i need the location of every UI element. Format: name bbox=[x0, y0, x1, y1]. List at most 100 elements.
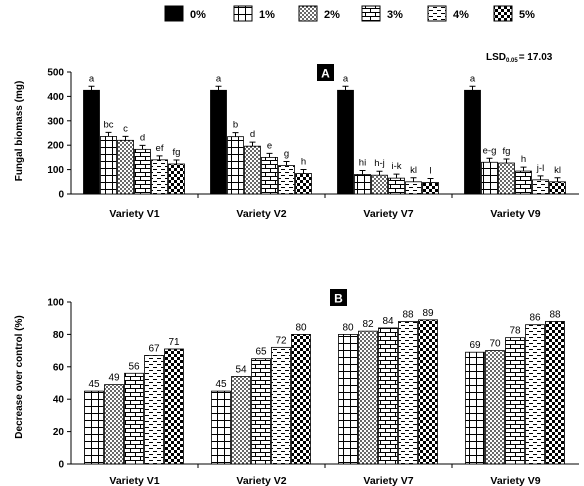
y-tick-label: 100 bbox=[47, 165, 64, 176]
panel-a-ylabel: Fungal biomass (mg) bbox=[14, 81, 25, 182]
data-label: kl bbox=[410, 165, 417, 176]
panel-b-letter: B bbox=[334, 292, 343, 306]
y-tick-label: 40 bbox=[53, 395, 65, 406]
bar-0pct-2 bbox=[210, 89, 227, 195]
bar-5pct-1 bbox=[168, 163, 185, 195]
data-label: j-l bbox=[536, 163, 544, 174]
category-label: Variety V9 bbox=[490, 208, 540, 220]
bar-4pct-3 bbox=[398, 321, 418, 465]
bar-1pct-2 bbox=[227, 136, 244, 195]
panel-b-ylabel: Decrease over control (%) bbox=[14, 315, 25, 438]
bar-2pct-4 bbox=[498, 162, 515, 195]
data-label: a bbox=[89, 73, 95, 84]
legend-swatch-2 bbox=[298, 5, 318, 22]
error-bar bbox=[173, 159, 180, 164]
bar-3pct-1 bbox=[134, 148, 151, 195]
error-bar bbox=[359, 169, 366, 175]
data-label: 71 bbox=[168, 337, 180, 348]
data-label: a bbox=[216, 73, 222, 84]
panel-a-letter: A bbox=[321, 67, 330, 81]
error-bar bbox=[232, 132, 239, 137]
bar-1pct-3 bbox=[338, 333, 358, 465]
bar-5pct-3 bbox=[418, 319, 438, 465]
bar-2pct-1 bbox=[104, 384, 124, 465]
bar-3pct-2 bbox=[251, 358, 271, 465]
bar-1pct-4 bbox=[481, 161, 498, 195]
bar-5pct-3 bbox=[422, 182, 439, 195]
data-label: 84 bbox=[382, 316, 394, 327]
error-bar bbox=[427, 178, 434, 183]
data-label: fg bbox=[503, 146, 511, 157]
data-label: 78 bbox=[509, 326, 521, 337]
data-label: fg bbox=[173, 147, 181, 158]
bar-2pct-2 bbox=[244, 145, 261, 195]
bar-3pct-3 bbox=[388, 177, 405, 195]
bar-0pct-1 bbox=[83, 89, 100, 195]
bar-3pct-3 bbox=[378, 327, 398, 465]
error-bar bbox=[283, 160, 290, 166]
legend-swatch-0 bbox=[164, 5, 184, 22]
y-tick-label: 500 bbox=[47, 68, 64, 79]
data-label: a bbox=[343, 73, 349, 84]
error-bar bbox=[342, 85, 349, 91]
data-label: h bbox=[301, 157, 306, 168]
data-label: 67 bbox=[148, 343, 160, 354]
error-bar bbox=[393, 173, 400, 179]
data-label: e bbox=[267, 140, 272, 151]
data-label: e-g bbox=[483, 145, 497, 156]
error-bar bbox=[410, 177, 417, 182]
bar-3pct-2 bbox=[261, 156, 278, 195]
legend-label-4: 4% bbox=[453, 9, 469, 21]
data-label: c bbox=[123, 123, 128, 134]
lsd-annotation: LSD0.05= 17.03 bbox=[486, 52, 553, 64]
legend-label-1: 1% bbox=[259, 9, 275, 21]
panel-b: B Decrease over control (%) 0 20 40 60 80 100… bbox=[14, 289, 579, 486]
y-tick-label: 100 bbox=[47, 298, 64, 309]
category-label: Variety V1 bbox=[109, 475, 159, 486]
bar-3pct-4 bbox=[505, 337, 525, 465]
category-label: Variety V7 bbox=[363, 475, 413, 486]
panel-b-letter-box bbox=[330, 289, 347, 306]
bar-1pct-4 bbox=[465, 351, 485, 465]
data-label: 80 bbox=[342, 322, 354, 333]
y-tick-label: 0 bbox=[58, 190, 64, 201]
error-bar bbox=[520, 166, 527, 172]
bar-1pct-2 bbox=[211, 390, 231, 465]
bar-4pct-4 bbox=[532, 179, 549, 195]
data-label: h-j bbox=[374, 158, 385, 169]
legend-label-3: 3% bbox=[387, 9, 403, 21]
bar-5pct-2 bbox=[291, 333, 311, 465]
data-label: hi bbox=[359, 157, 366, 168]
bar-1pct-3 bbox=[354, 174, 371, 195]
y-tick-label: 20 bbox=[53, 427, 65, 438]
data-label: ef bbox=[156, 143, 164, 154]
legend-swatch-5 bbox=[493, 5, 513, 22]
error-bar bbox=[554, 177, 561, 182]
bar-4pct-2 bbox=[278, 165, 295, 195]
bar-0pct-3 bbox=[337, 89, 354, 195]
bar-4pct-4 bbox=[525, 324, 545, 465]
category-label: Variety V2 bbox=[236, 208, 286, 220]
bar-2pct-4 bbox=[485, 350, 505, 465]
data-label: bc bbox=[103, 119, 113, 130]
data-label: d bbox=[250, 129, 255, 140]
bar-2pct-2 bbox=[231, 376, 251, 465]
data-label: 45 bbox=[88, 379, 100, 390]
legend: 0% 1% 2% 3% 4% 5% bbox=[164, 5, 535, 22]
error-bar bbox=[139, 144, 146, 150]
error-bar bbox=[503, 158, 510, 164]
y-tick-label: 400 bbox=[47, 92, 64, 103]
y-tick-label: 0 bbox=[58, 460, 64, 471]
error-bar bbox=[215, 85, 222, 91]
data-label: 69 bbox=[469, 340, 481, 351]
data-label: i-k bbox=[391, 161, 401, 172]
category-label: Variety V2 bbox=[236, 475, 286, 486]
bar-5pct-1 bbox=[164, 348, 184, 465]
bar-2pct-3 bbox=[371, 174, 388, 195]
bar-3pct-1 bbox=[124, 372, 144, 465]
bar-0pct-4 bbox=[464, 89, 481, 195]
bar-5pct-2 bbox=[295, 173, 312, 195]
legend-swatch-3 bbox=[361, 5, 381, 22]
data-label: 70 bbox=[489, 339, 501, 350]
